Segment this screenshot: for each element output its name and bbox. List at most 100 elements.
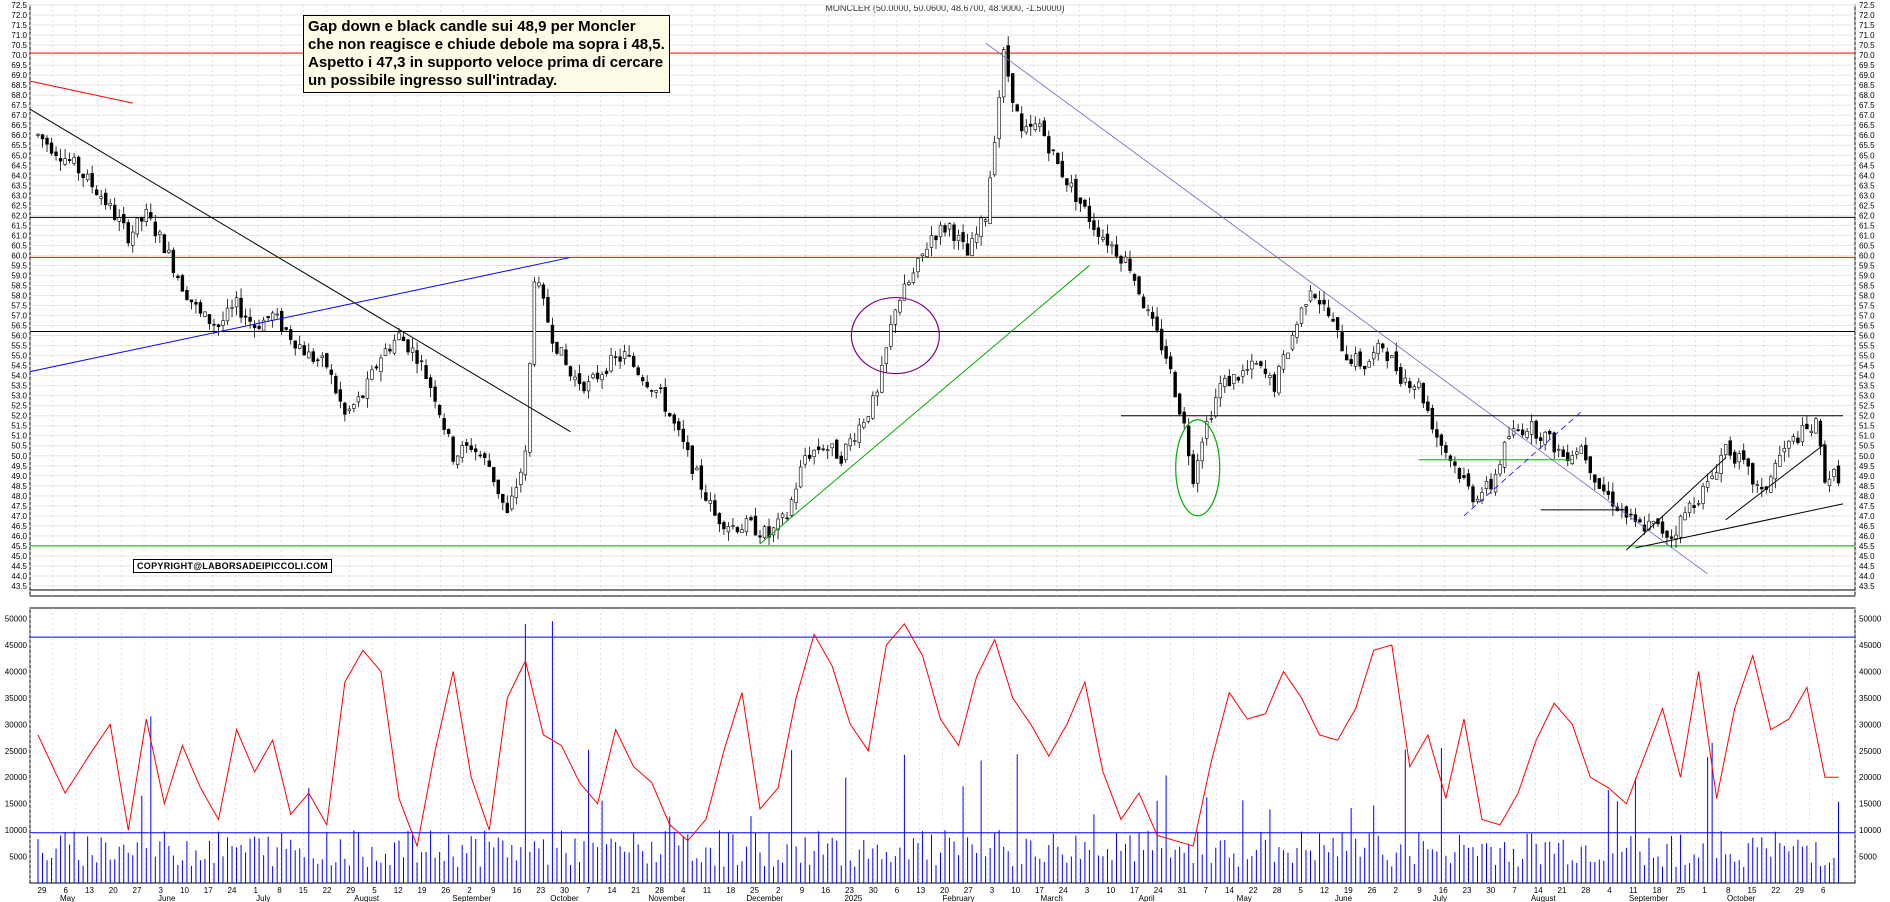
candle-body	[446, 429, 451, 434]
candle-body	[938, 224, 943, 238]
x-tick-label: 22	[1771, 886, 1780, 895]
x-tick-label: 28	[1273, 886, 1282, 895]
candle-body	[1782, 447, 1787, 453]
price-tick-label-left: 64.5	[11, 161, 27, 170]
price-tick-label-right: 57.5	[1859, 302, 1875, 311]
price-tick-label-right: 63.5	[1859, 181, 1875, 190]
x-tick-label: 3	[1085, 886, 1090, 895]
candle-body	[875, 391, 880, 397]
price-tick-label-left: 68.5	[11, 81, 27, 90]
candle-body	[807, 454, 812, 459]
candle-body	[1710, 475, 1714, 479]
candle-body	[1453, 461, 1457, 466]
candle-body	[1150, 311, 1155, 319]
candle-body	[1814, 418, 1818, 434]
price-tick-label-left: 53.5	[11, 382, 27, 391]
candle-body	[1263, 368, 1268, 375]
candle-body	[221, 320, 225, 326]
candle-body	[699, 465, 704, 490]
candle-body	[474, 448, 478, 453]
candle-body	[559, 347, 564, 356]
candle-body	[49, 142, 54, 154]
x-month-label: July	[256, 894, 270, 902]
price-tick-label-left: 61.5	[11, 221, 27, 230]
x-month-label: June	[158, 894, 176, 902]
candle-body	[392, 339, 397, 354]
rising-support-line	[1626, 457, 1727, 551]
candle-body	[451, 436, 455, 462]
candle-body	[1295, 324, 1299, 338]
price-tick-label-left: 46.0	[11, 532, 27, 541]
candle-body	[1196, 460, 1200, 484]
candle-body	[1024, 126, 1028, 133]
candle-body	[862, 421, 866, 428]
candle-body	[1123, 256, 1128, 263]
price-tick-label-left: 60.5	[11, 241, 27, 250]
candle-body	[523, 450, 528, 476]
candle-body	[122, 214, 126, 224]
x-tick-label: 18	[1653, 886, 1662, 895]
candle-body	[1304, 304, 1308, 307]
x-tick-label: 2	[467, 886, 472, 895]
candle-body	[311, 351, 315, 362]
candle-body	[1836, 465, 1841, 484]
price-tick-label-left: 44.0	[11, 572, 27, 581]
x-tick-label: 9	[491, 886, 496, 895]
candle-body	[1164, 346, 1168, 359]
price-tick-label-right: 62.5	[1859, 201, 1875, 210]
candle-body	[117, 217, 121, 222]
candle-body	[1543, 431, 1547, 445]
candle-body	[167, 249, 171, 253]
candle-body	[1177, 393, 1182, 415]
x-tick-label: 6	[895, 886, 900, 895]
candle-body	[185, 290, 189, 300]
candle-body	[1602, 484, 1606, 492]
candle-body	[144, 209, 148, 222]
candle-body	[1254, 362, 1259, 365]
candle-body	[275, 313, 279, 316]
volume-tick-label-left: 15000	[5, 800, 28, 809]
copyright-label: COPYRIGHT@LABORSADEIPICCOLI.COM	[133, 559, 333, 573]
candle-body	[1056, 152, 1060, 164]
price-tick-label-right: 45.5	[1859, 542, 1875, 551]
x-tick-label: 4	[681, 886, 686, 895]
candle-body	[1737, 453, 1741, 463]
price-tick-label-right: 43.5	[1859, 582, 1875, 591]
candle-body	[284, 327, 288, 330]
candle-body	[731, 525, 735, 527]
resistance-ellipse	[850, 296, 940, 375]
candle-body	[487, 460, 491, 467]
candle-body	[1557, 448, 1561, 451]
candle-body	[1547, 430, 1552, 435]
candle-body	[189, 299, 194, 303]
volume-panel: 5000 5000 10000 10000 15000 15000 20000 20000 25…	[5, 607, 1882, 884]
x-tick-label: 11	[703, 886, 712, 895]
x-month-label: November	[648, 894, 685, 902]
candle-body	[1326, 307, 1331, 317]
candle-body	[1534, 420, 1538, 439]
candle-body	[686, 442, 690, 451]
candle-body	[789, 499, 794, 516]
x-month-label: March	[1041, 894, 1063, 902]
price-tick-label-right: 66.0	[1859, 131, 1875, 140]
price-tick-label-right: 54.0	[1859, 372, 1875, 381]
price-tick-label-left: 57.5	[11, 302, 27, 311]
x-tick-label: 29	[1795, 886, 1804, 895]
candle-body	[649, 390, 654, 392]
candle-body	[835, 439, 839, 459]
candle-body	[871, 395, 875, 419]
candle-body	[1561, 449, 1565, 457]
candle-body	[713, 500, 717, 516]
x-month-label: July	[1433, 894, 1447, 902]
candle-body	[94, 189, 99, 196]
x-month-label: October	[550, 894, 579, 902]
volume-tick-label-right: 25000	[1859, 747, 1882, 756]
x-tick-label: 8	[1726, 886, 1731, 895]
price-tick-label-left: 70.5	[11, 41, 27, 50]
candle-body	[844, 443, 848, 461]
x-tick-label: 19	[418, 886, 427, 895]
candle-body	[307, 351, 311, 359]
candle-body	[925, 248, 929, 258]
candle-body	[90, 173, 94, 188]
price-tick-label-right: 51.5	[1859, 422, 1875, 431]
